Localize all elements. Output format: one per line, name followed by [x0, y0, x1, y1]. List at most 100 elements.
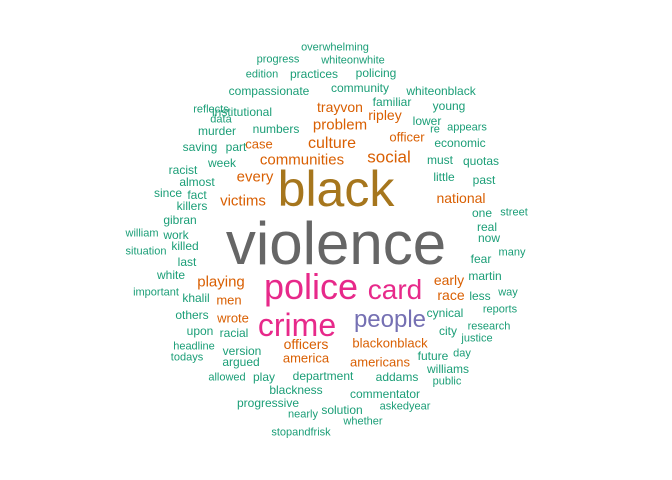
word-national: national: [436, 190, 486, 206]
word-whether: whether: [343, 415, 383, 428]
word-fact: fact: [187, 188, 207, 202]
word-communities: communities: [259, 151, 345, 169]
word-blackonblack: blackonblack: [352, 335, 428, 351]
word-officer: officer: [389, 129, 425, 145]
word-since: since: [153, 186, 183, 200]
word-lower: lower: [412, 114, 442, 128]
word-fear: fear: [470, 252, 492, 266]
word-progress: progress: [256, 53, 300, 66]
word-racist: racist: [168, 163, 198, 177]
word-officers: officers: [283, 336, 329, 352]
word-race: race: [437, 287, 465, 303]
word-allowed: allowed: [208, 371, 246, 384]
word-research: research: [467, 320, 511, 333]
word-argued: argued: [222, 355, 260, 369]
word-department: department: [292, 369, 354, 383]
word-headline: headline: [173, 340, 215, 353]
word-re: re: [430, 123, 440, 136]
word-crime: crime: [257, 307, 337, 343]
word-one: one: [471, 206, 493, 220]
word-progressive: progressive: [236, 396, 300, 410]
word-cynical: cynical: [426, 306, 464, 320]
word-todays: todays: [170, 351, 204, 364]
word-culture: culture: [307, 135, 357, 152]
word-every: every: [236, 168, 274, 186]
word-quotas: quotas: [462, 154, 500, 168]
word-upon: upon: [186, 324, 214, 338]
word-many: many: [498, 246, 526, 259]
word-community: community: [330, 81, 390, 95]
word-william: william: [125, 227, 159, 240]
word-situation: situation: [125, 245, 167, 258]
word-economic: economic: [434, 136, 486, 150]
word-edition: edition: [245, 68, 279, 81]
word-familiar: familiar: [372, 95, 412, 109]
word-victims: victims: [220, 192, 266, 210]
word-important: important: [133, 286, 179, 299]
word-reflects: reflects: [193, 103, 229, 116]
word-america: america: [282, 350, 330, 366]
word-appears: appears: [447, 121, 487, 134]
word-khalil: khalil: [182, 291, 210, 305]
word-little: little: [433, 170, 455, 184]
word-racial: racial: [219, 326, 249, 340]
word-play: play: [252, 370, 276, 384]
word-violence: violence: [225, 210, 447, 277]
word-real: real: [476, 220, 498, 234]
word-problem: problem: [312, 116, 368, 134]
word-last: last: [177, 255, 197, 269]
word-commentator: commentator: [349, 387, 421, 401]
word-work: work: [163, 228, 189, 242]
word-whiteonwhite: whiteonwhite: [321, 54, 385, 67]
word-askedyear: askedyear: [379, 400, 431, 413]
word-past: past: [472, 173, 496, 187]
word-week: week: [207, 156, 237, 170]
word-justice: justice: [461, 332, 493, 345]
word-police: police: [263, 266, 359, 307]
word-must: must: [426, 153, 454, 167]
word-social: social: [367, 147, 411, 167]
word-americans: americans: [350, 354, 410, 370]
word-wrote: wrote: [217, 310, 249, 326]
word-solution: solution: [321, 403, 363, 417]
word-now: now: [477, 231, 501, 245]
word-ripley: ripley: [368, 107, 402, 123]
word-overwhelming: overwhelming: [301, 41, 369, 54]
word-part: part: [225, 140, 247, 154]
word-city: city: [439, 324, 457, 338]
word-nearly: nearly: [288, 408, 318, 421]
word-almost: almost: [179, 175, 215, 189]
word-public: public: [432, 375, 462, 388]
word-killers: killers: [176, 199, 208, 213]
word-murder: murder: [197, 124, 237, 138]
word-young: young: [432, 99, 466, 113]
word-street: street: [500, 206, 528, 219]
word-men: men: [216, 292, 242, 308]
word-playing: playing: [197, 273, 245, 291]
word-data: data: [210, 113, 232, 126]
word-gibran: gibran: [163, 213, 197, 227]
word-way: way: [498, 286, 518, 299]
word-policing: policing: [355, 66, 397, 80]
word-martin: martin: [468, 269, 502, 283]
word-practices: practices: [289, 67, 339, 81]
word-case: case: [245, 136, 273, 152]
word-version: version: [222, 344, 262, 358]
word-less: less: [469, 289, 491, 303]
word-saving: saving: [182, 140, 218, 154]
word-white: white: [156, 268, 186, 282]
word-black: black: [277, 161, 395, 217]
word-whiteonblack: whiteonblack: [406, 84, 476, 98]
word-future: future: [417, 349, 449, 363]
word-blackness: blackness: [269, 383, 323, 397]
word-early: early: [433, 272, 465, 288]
word-stopandfrisk: stopandfrisk: [271, 426, 331, 439]
word-williams: williams: [427, 362, 469, 376]
word-compassionate: compassionate: [228, 84, 310, 98]
word-people: people: [353, 306, 427, 333]
word-others: others: [175, 308, 209, 322]
word-addams: addams: [375, 370, 419, 384]
word-card: card: [367, 274, 423, 305]
word-trayvon: trayvon: [317, 99, 363, 115]
